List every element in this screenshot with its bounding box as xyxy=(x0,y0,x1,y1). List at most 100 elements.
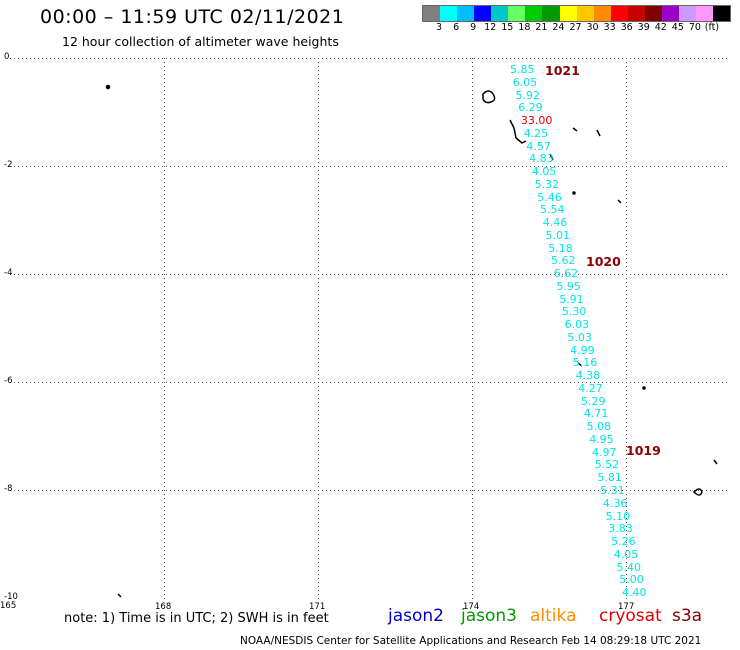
legend-swatch xyxy=(423,6,441,21)
legend-swatch xyxy=(713,6,731,21)
legend-label: 9 xyxy=(470,22,477,33)
wave-height-value: 5.81 xyxy=(597,471,622,485)
island-shape xyxy=(549,153,554,161)
wave-height-value: 5.92 xyxy=(515,88,541,102)
wave-height-value: 3.83 xyxy=(608,522,633,536)
wave-height-value: 5.40 xyxy=(616,560,642,574)
wave-height-value: 5.16 xyxy=(572,356,598,370)
pressure-label: 1020 xyxy=(586,254,621,269)
grid-lines xyxy=(10,58,730,599)
wave-height-value: 4.36 xyxy=(602,496,628,510)
island-shape xyxy=(617,199,622,204)
pressure-label: 1021 xyxy=(545,63,580,78)
legend-label: 70 xyxy=(688,22,701,33)
legend-swatch xyxy=(696,6,714,21)
latitude-label: -2 xyxy=(4,160,13,170)
wave-height-value: 6.62 xyxy=(553,267,579,281)
legend-label: 30 xyxy=(586,22,599,33)
wave-height-value: 5.00 xyxy=(619,573,644,587)
legend-swatch xyxy=(576,6,594,21)
wave-height-value: 4.57 xyxy=(526,139,551,153)
mission-s3a: s3a xyxy=(672,606,703,626)
legend-label: 21 xyxy=(535,22,548,33)
wave-height-value: 4.38 xyxy=(575,369,601,383)
legend-label: 45 xyxy=(671,22,684,33)
legend-label: 39 xyxy=(637,22,650,33)
legend-label: 33 xyxy=(603,22,616,33)
pressure-label: 1019 xyxy=(626,443,661,458)
wave-height-value: 5.95 xyxy=(556,279,581,293)
wave-height-value: 5.01 xyxy=(545,228,571,242)
map-title: 00:00 – 11:59 UTC 02/11/2021 xyxy=(40,6,345,28)
latitude-label: -10 xyxy=(4,592,18,602)
wave-height-value: 5.62 xyxy=(551,254,576,268)
wave-height-value: 5.18 xyxy=(548,241,573,255)
map-subtitle: 12 hour collection of altimeter wave hei… xyxy=(62,34,339,49)
wave-height-value: 5.29 xyxy=(581,394,606,408)
island-shape xyxy=(509,119,527,144)
legend-swatch xyxy=(491,6,509,21)
longitude-label: 177 xyxy=(618,602,635,612)
wave-height-value: 4.95 xyxy=(589,432,614,446)
wave-height-value: 4.83 xyxy=(529,152,554,166)
island-shape xyxy=(572,127,578,132)
wave-height-value: 4.99 xyxy=(570,343,595,357)
wave-height-value: 5.52 xyxy=(594,458,620,472)
wave-height-value: 4.27 xyxy=(578,381,603,395)
wave-height-value: 4.71 xyxy=(583,407,609,421)
wave-height-value: 4.25 xyxy=(523,126,549,140)
wave-height-value: 33.00 xyxy=(520,114,553,127)
wave-height-value: 5.26 xyxy=(611,535,636,548)
wave-height-value: 5.46 xyxy=(537,190,562,204)
island-shape xyxy=(713,459,718,465)
credit-footer: NOAA/NESDIS Center for Satellite Applica… xyxy=(240,635,702,647)
wave-height-value: 6.03 xyxy=(564,318,590,332)
footnote: note: 1) Time is in UTC; 2) SWH is in fe… xyxy=(64,611,329,626)
mission-jason2: jason2 xyxy=(388,606,444,626)
mission-altika: altika xyxy=(530,606,577,626)
legend-swatch xyxy=(610,6,628,21)
island-shape xyxy=(482,90,496,104)
latitude-label: 0 xyxy=(4,52,10,62)
legend-label: 36 xyxy=(620,22,633,33)
wave-height-value: 5.03 xyxy=(567,330,592,344)
legend-swatch xyxy=(474,6,492,21)
wave-height-value: 5.31 xyxy=(600,484,625,497)
legend-swatch xyxy=(440,6,458,21)
island-shape xyxy=(642,386,646,390)
longitude-label: 165 xyxy=(0,601,17,611)
wave-height-value: 6.05 xyxy=(512,75,538,89)
wave-height-value: 4.46 xyxy=(542,216,568,230)
wave-height-value: 5.08 xyxy=(586,420,612,434)
wave-height-value: 5.85 xyxy=(510,63,535,76)
latitude-label: -8 xyxy=(4,484,13,494)
legend-label: 42 xyxy=(654,22,667,33)
wave-height-value: 5.91 xyxy=(559,292,584,306)
legend-swatch xyxy=(627,6,645,21)
legend-label: 18 xyxy=(518,22,531,33)
wave-height-value: 5.32 xyxy=(534,177,560,191)
legend-label: 27 xyxy=(569,22,582,33)
legend-label: 12 xyxy=(484,22,497,33)
legend-swatch xyxy=(457,6,475,21)
legend-swatch xyxy=(542,6,560,21)
island-shape xyxy=(117,593,122,598)
latitude-label: -4 xyxy=(4,268,13,278)
legend-label: 24 xyxy=(552,22,565,33)
island-shape xyxy=(577,362,583,367)
wave-height-value: 5.30 xyxy=(561,305,587,319)
legend-label: (ft) xyxy=(704,22,720,33)
mission-cryosat: cryosat xyxy=(599,606,662,626)
legend-swatch xyxy=(593,6,611,21)
island-shape xyxy=(572,191,576,195)
legend-swatch xyxy=(678,6,696,21)
wave-height-value: 4.40 xyxy=(622,586,647,599)
legend-swatch xyxy=(525,6,543,21)
longitude-label: 174 xyxy=(463,602,480,612)
longitude-label: 171 xyxy=(309,602,326,612)
island-shape xyxy=(692,488,703,496)
legend-swatch xyxy=(661,6,679,21)
legend-swatch xyxy=(508,6,526,21)
latitude-label: -6 xyxy=(4,376,13,386)
island-shape xyxy=(596,129,601,137)
